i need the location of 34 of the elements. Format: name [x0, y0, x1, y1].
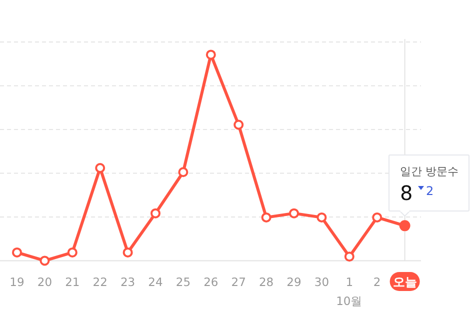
x-tick-label: 22 [92, 275, 108, 289]
point [122, 247, 133, 258]
x-tick-label: 27 [231, 275, 246, 289]
point [289, 208, 299, 218]
text: 2 [426, 184, 434, 198]
point [234, 120, 244, 130]
x-tick-label: 30 [314, 275, 330, 289]
x-tick-label: 26 [204, 275, 218, 289]
x-tick-label: 24 [148, 275, 163, 289]
x-tick-label: 20 [37, 275, 52, 289]
point [40, 256, 50, 266]
x-tick-label: 23 [120, 275, 136, 289]
x-tick-label: 28 [258, 275, 274, 289]
point [67, 247, 78, 258]
x-tick-label: 25 [176, 275, 191, 289]
point [206, 50, 216, 60]
point [95, 163, 106, 173]
point [316, 212, 327, 222]
text: 10월 [336, 294, 363, 308]
annotation: 일간 방문수 [400, 165, 458, 178]
point [372, 212, 382, 222]
x-tick-label: 오늘 [392, 275, 417, 289]
annotation: 8 [400, 181, 413, 205]
x-tick-label: 29 [286, 275, 302, 289]
point [178, 167, 188, 178]
point [399, 220, 410, 232]
point [344, 252, 354, 262]
point [12, 247, 22, 258]
point [150, 208, 160, 218]
x-tick-label: 1 [346, 275, 354, 289]
x-tick-label: 19 [10, 275, 24, 289]
x-tick-label: 21 [65, 275, 80, 289]
point [261, 212, 272, 222]
x-tick-label: 2 [373, 275, 381, 289]
